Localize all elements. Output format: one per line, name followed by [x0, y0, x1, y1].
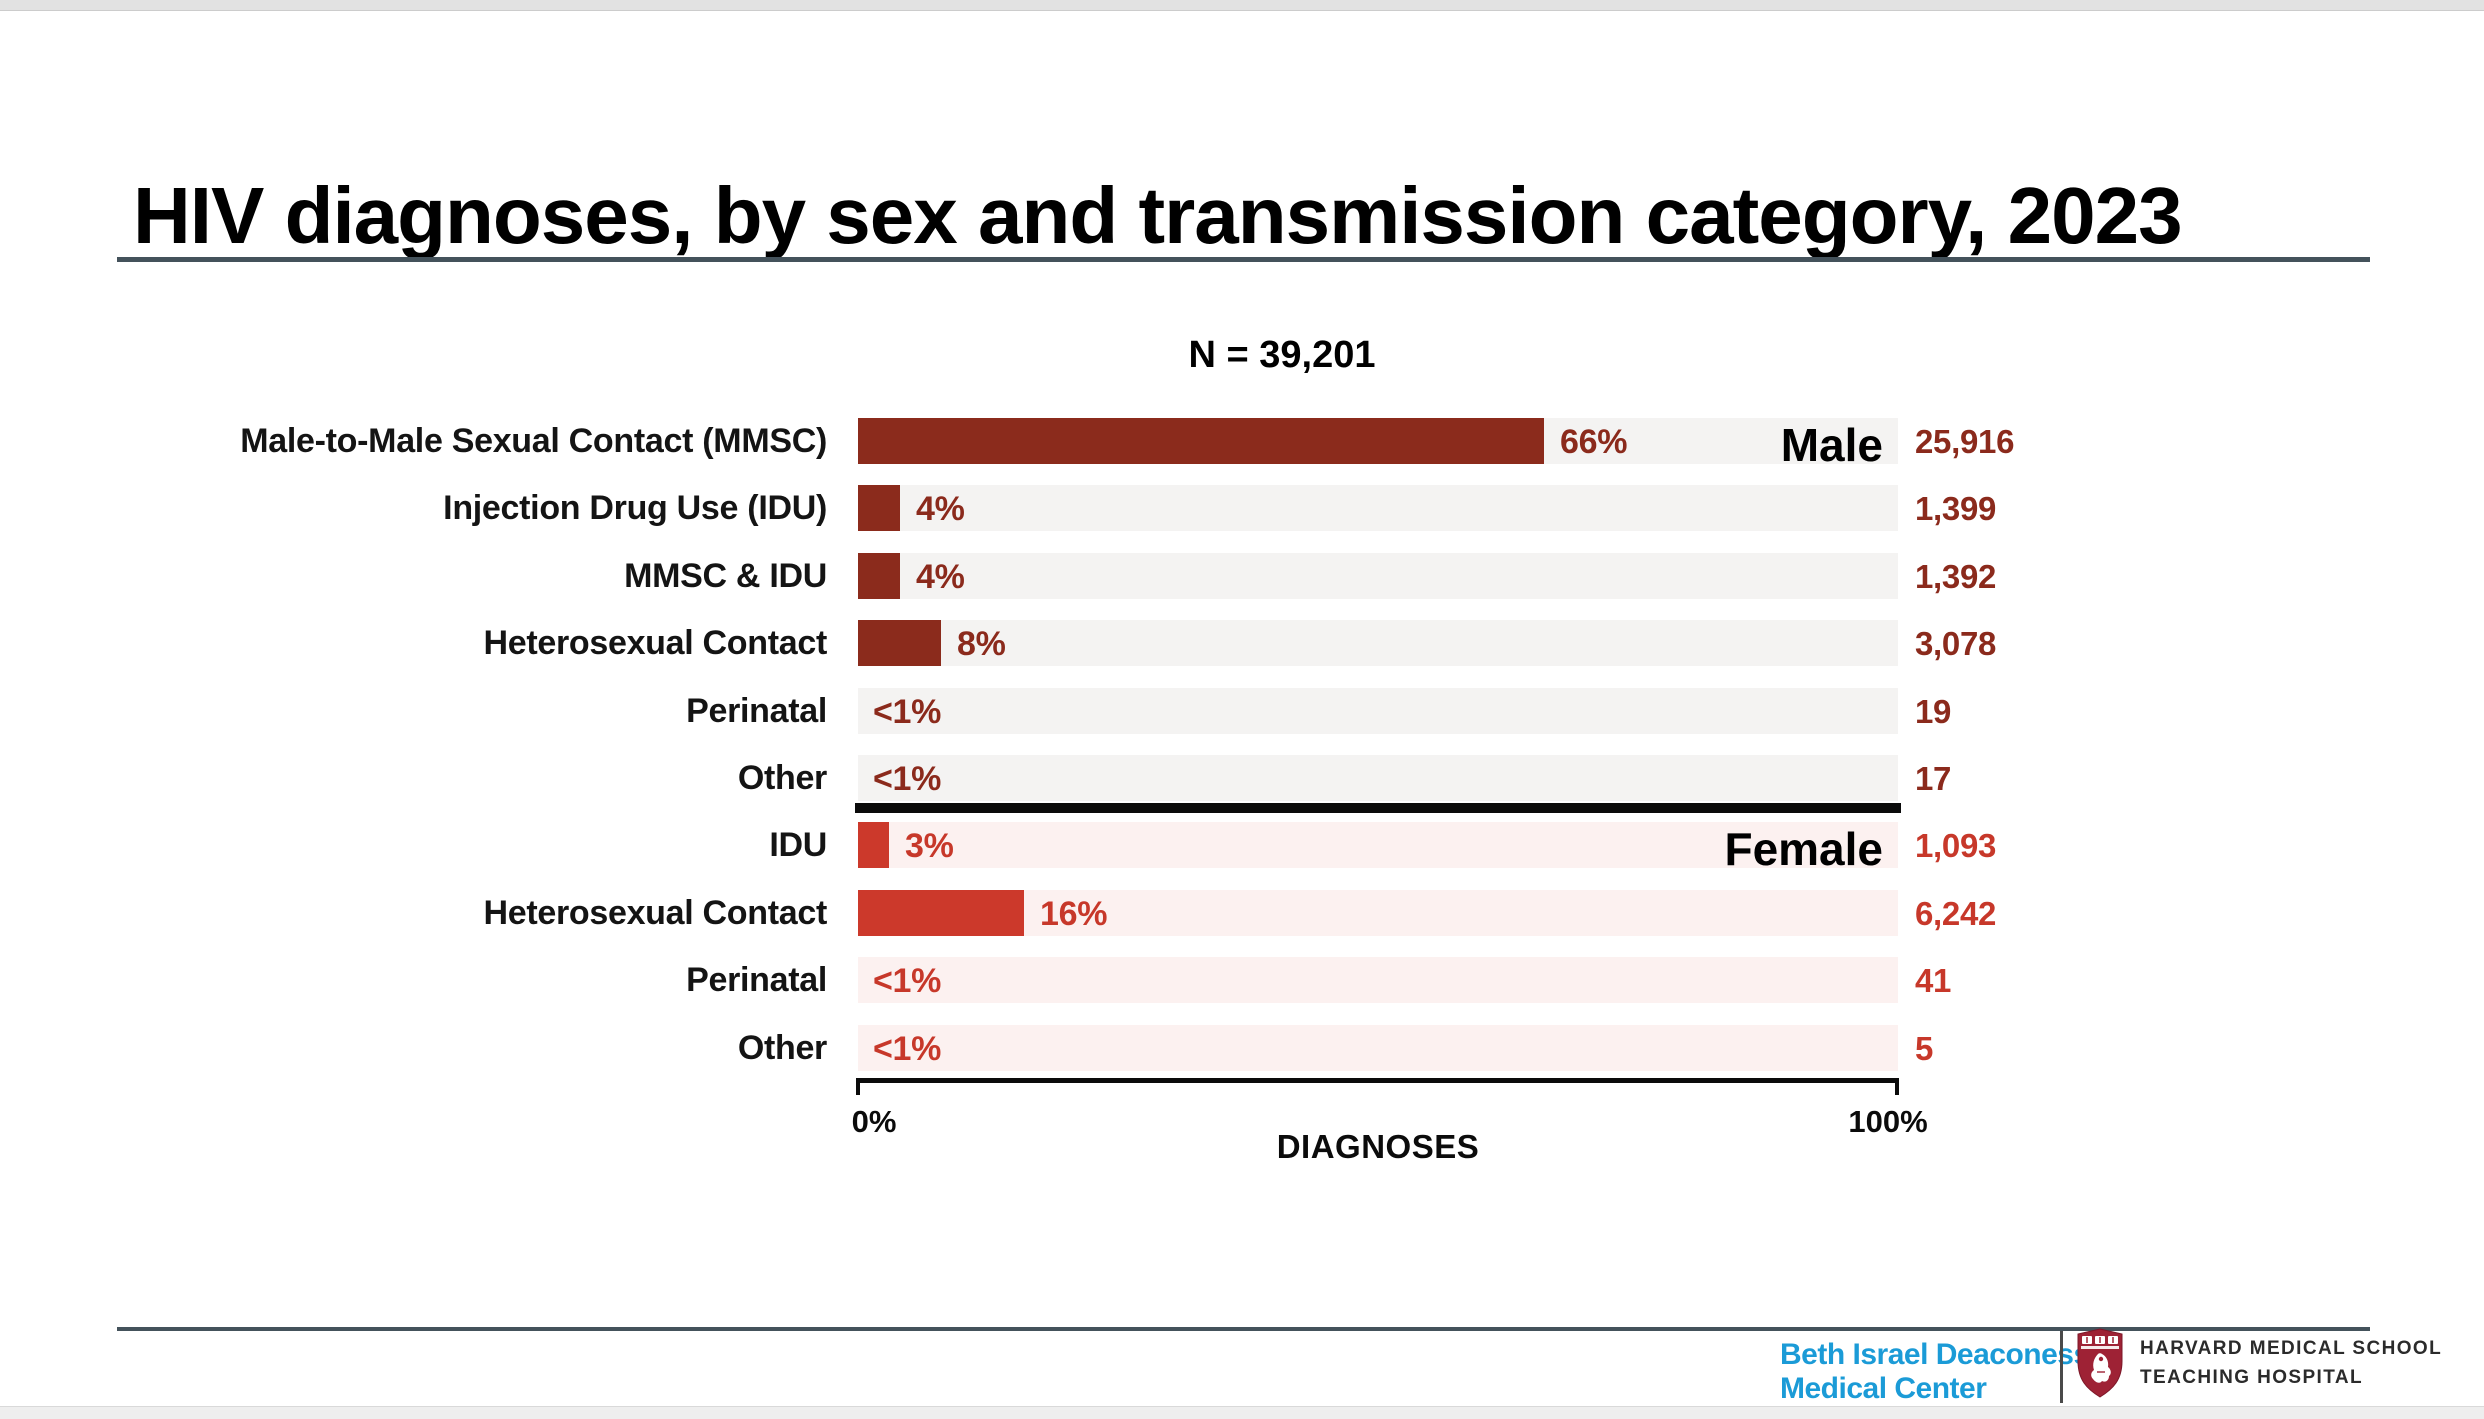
percent-label: 16% [1040, 895, 1108, 933]
x-axis-tick-right [1895, 1078, 1899, 1095]
percent-label: 66% [1560, 423, 1628, 461]
category-label: Male-to-Male Sexual Contact (MMSC) [240, 422, 827, 460]
window-top-strip [0, 0, 2484, 11]
footer-logo-separator [2060, 1331, 2063, 1403]
category-label: Perinatal [686, 692, 827, 730]
bar-track [858, 890, 1898, 936]
bar [858, 485, 900, 531]
male-female-divider-line [855, 803, 1901, 813]
hms-logo-line1: HARVARD MEDICAL SCHOOL [2140, 1338, 2443, 1359]
bar-track [858, 553, 1898, 599]
bar-track [858, 620, 1898, 666]
bar-track [858, 822, 1898, 868]
total-n-label: N = 39,201 [1188, 334, 1376, 376]
percent-label: <1% [873, 760, 942, 798]
bar [858, 553, 900, 599]
hms-logo: HARVARD MEDICAL SCHOOL TEACHING HOSPITAL [2140, 1334, 2442, 1392]
category-label: Heterosexual Contact [483, 894, 827, 932]
count-label: 19 [1915, 693, 1952, 730]
category-label: Other [737, 759, 827, 797]
count-label: 1,399 [1915, 490, 1997, 527]
count-label: 17 [1915, 760, 1952, 797]
bar-track [858, 485, 1898, 531]
category-label: Other [737, 1029, 827, 1067]
bar [858, 822, 889, 868]
percent-label: <1% [873, 693, 942, 731]
bar-track [858, 957, 1898, 1003]
count-label: 1,392 [1915, 558, 1997, 595]
category-label: Heterosexual Contact [483, 624, 827, 662]
group-label-male: Male [1780, 419, 1883, 471]
bar [858, 890, 1024, 936]
percent-label: 8% [957, 625, 1006, 663]
x-axis-title: DIAGNOSES [1276, 1128, 1480, 1165]
count-label: 1,093 [1915, 827, 1997, 864]
percent-label: 3% [905, 827, 954, 865]
category-label: Injection Drug Use (IDU) [443, 489, 827, 527]
hms-logo-line2: TEACHING HOSPITAL [2140, 1367, 2363, 1388]
count-label: 41 [1915, 962, 1952, 999]
percent-label: <1% [873, 962, 942, 1000]
harvard-shield-icon [2077, 1328, 2123, 1398]
category-label: Perinatal [686, 961, 827, 999]
category-label: MMSC & IDU [624, 557, 827, 595]
count-label: 25,916 [1915, 423, 2015, 460]
slide-title: HIV diagnoses, by sex and transmission c… [133, 170, 2183, 260]
bidmc-logo-line1: Beth Israel Deaconess [1780, 1338, 2090, 1371]
bar-track [858, 1025, 1898, 1071]
window-bottom-strip [0, 1406, 2484, 1419]
bar [858, 418, 1544, 464]
title-divider-line [117, 257, 2370, 262]
x-axis-max-label: 100% [1848, 1104, 1928, 1139]
percent-label: <1% [873, 1030, 942, 1068]
count-label: 6,242 [1915, 895, 1997, 932]
bar-track [858, 755, 1898, 801]
bidmc-logo-line2: Medical Center [1780, 1372, 1987, 1405]
category-label: IDU [769, 826, 827, 864]
count-label: 3,078 [1915, 625, 1997, 662]
percent-label: 4% [916, 558, 965, 596]
bar [858, 620, 941, 666]
percent-label: 4% [916, 490, 965, 528]
footer-divider-line [117, 1327, 2370, 1331]
bar-track [858, 688, 1898, 734]
count-label: 5 [1915, 1030, 1934, 1067]
group-label-female: Female [1724, 823, 1883, 875]
bidmc-logo: Beth Israel Deaconess Medical Center [1780, 1338, 2090, 1406]
x-axis-tick-left [856, 1078, 860, 1095]
x-axis-line [856, 1078, 1899, 1083]
x-axis-min-label: 0% [851, 1104, 897, 1139]
